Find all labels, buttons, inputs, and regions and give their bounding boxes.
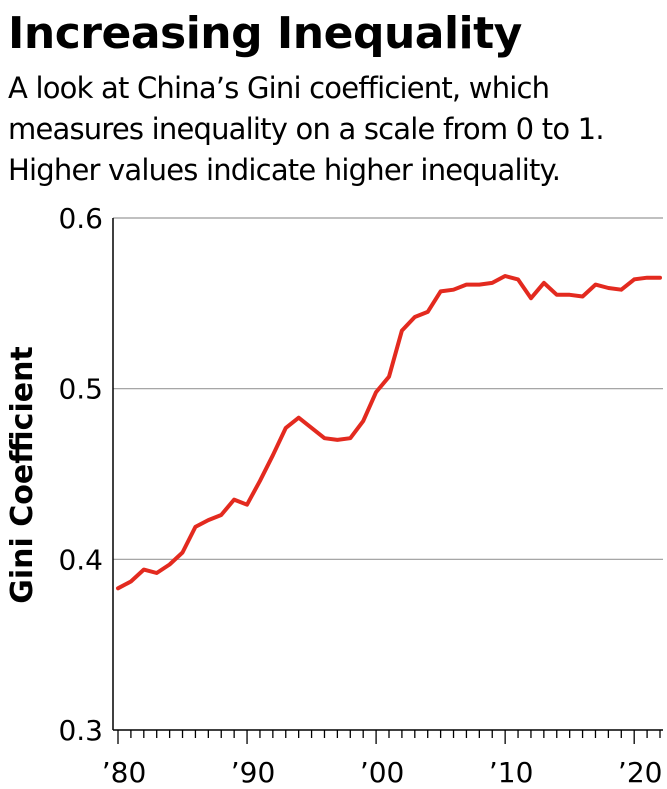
y-tick-label: 0.6 <box>58 202 103 235</box>
subtitle-line: Higher values indicate higher inequality… <box>8 153 561 187</box>
x-tick-label: ’20 <box>618 756 663 789</box>
x-tick-label: ’10 <box>489 756 534 789</box>
y-tick-label: 0.5 <box>58 373 103 406</box>
y-tick-labels: 0.3 0.4 0.5 0.6 <box>58 202 103 747</box>
subtitle-line: measures inequality on a scale from 0 to… <box>8 112 605 146</box>
series-group <box>116 274 662 591</box>
x-tick-label: ’80 <box>102 756 147 789</box>
gini-series-line <box>116 274 662 591</box>
chart-title: Increasing Inequality <box>8 8 522 59</box>
y-tick-label: 0.4 <box>58 543 103 576</box>
x-tick-label: ’00 <box>360 756 405 789</box>
gridlines <box>113 217 663 560</box>
x-axis: ’80 ’90 ’00 ’10 ’20 <box>102 218 663 789</box>
chart-subtitle: A look at China’s Gini coefficient, whic… <box>8 68 605 191</box>
subtitle-line: A look at China’s Gini coefficient, whic… <box>8 71 550 105</box>
x-tick-label: ’90 <box>231 756 276 789</box>
y-tick-label: 0.3 <box>58 714 103 747</box>
y-axis-title: Gini Coefficient <box>5 346 40 604</box>
